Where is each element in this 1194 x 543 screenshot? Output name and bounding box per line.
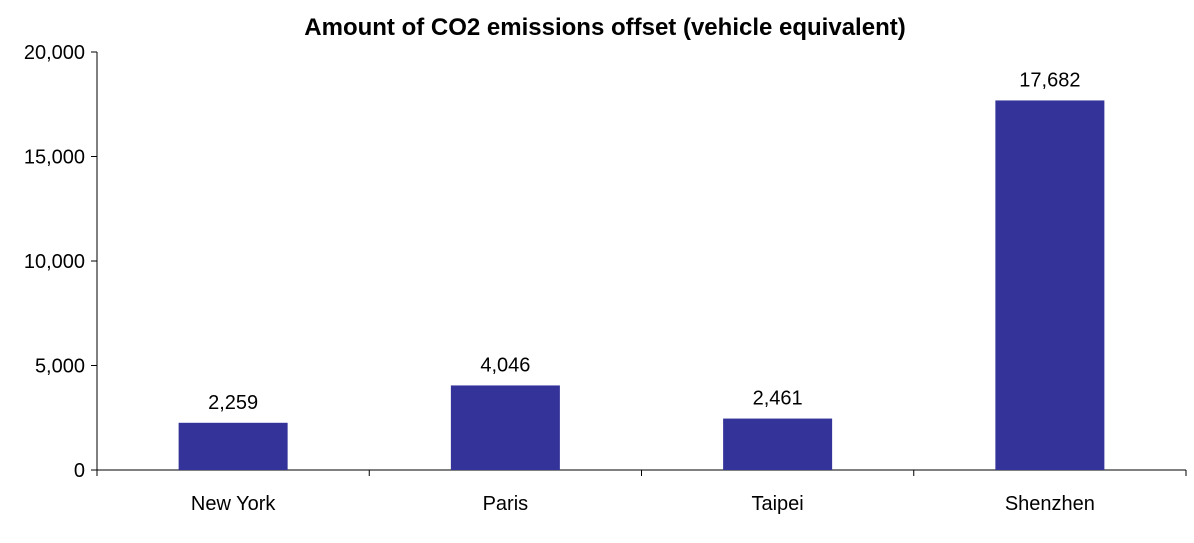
bar	[723, 418, 833, 470]
x-tick-label: Taipei	[751, 493, 803, 515]
x-tick-label: New York	[191, 493, 276, 515]
chart-title: Amount of CO2 emissions offset (vehicle …	[304, 14, 906, 41]
y-tick-label: 10,000	[24, 251, 85, 273]
bar	[995, 100, 1105, 470]
data-label: 17,682	[1019, 69, 1080, 91]
data-label: 2,461	[753, 388, 803, 410]
y-tick-label: 15,000	[24, 147, 85, 169]
x-tick-label: Shenzhen	[1005, 493, 1095, 515]
bar	[450, 385, 560, 470]
data-label: 4,046	[480, 354, 530, 376]
y-tick-label: 20,000	[24, 42, 85, 64]
x-tick-label: Paris	[483, 493, 529, 515]
bar	[178, 422, 288, 470]
data-label: 2,259	[208, 392, 258, 414]
y-tick-label: 5,000	[35, 356, 85, 378]
y-tick-label: 0	[74, 460, 85, 482]
